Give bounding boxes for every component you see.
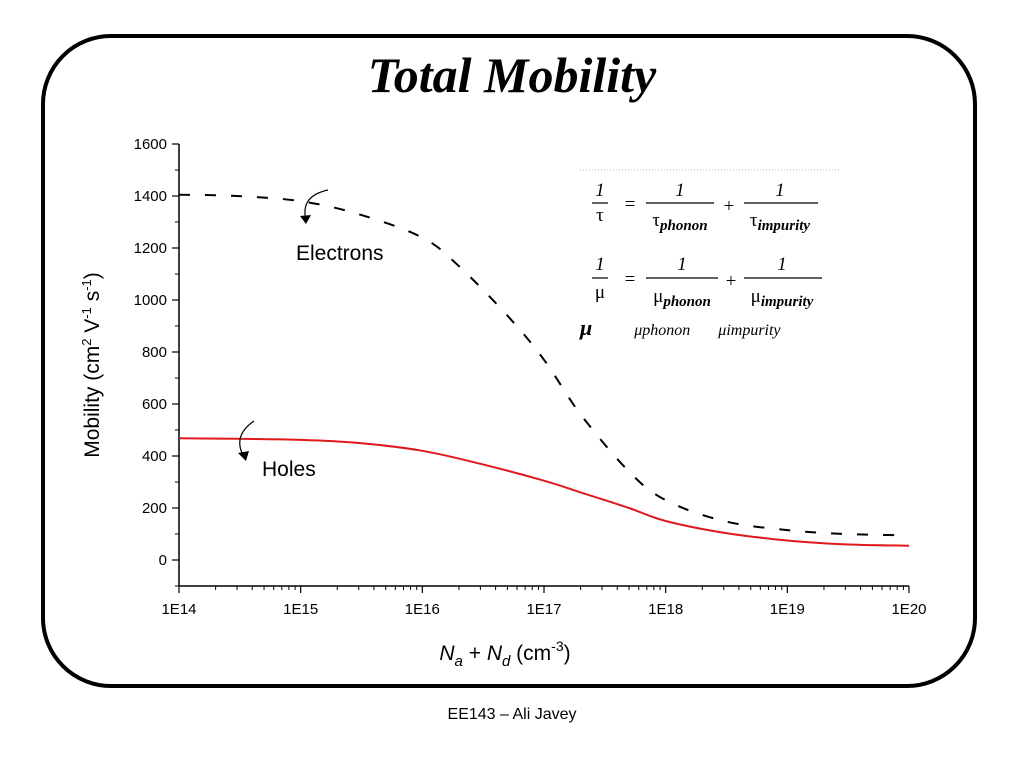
holes-arrowhead: [238, 451, 249, 461]
x-tick-label: 1E18: [648, 601, 683, 618]
eq2-term2-num: 1: [777, 254, 787, 275]
x-tick-label: 1E19: [770, 601, 805, 618]
eq1-term1-num: 1: [675, 180, 685, 201]
eq1-term1-den: τphonon: [652, 210, 707, 234]
y-tick-label: 200: [142, 500, 167, 517]
x-tick-label: 1E15: [283, 601, 318, 618]
y-axis-title: Mobility (cm2 V-1 s-1): [79, 272, 104, 458]
eq2-plus: +: [726, 271, 737, 292]
x-tick-label: 1E14: [161, 601, 196, 618]
y-tick-label: 1600: [134, 136, 167, 153]
eq2-term2-den: μimpurity: [751, 286, 814, 310]
y-tick-label: 1400: [134, 188, 167, 205]
series-line-electrons: [178, 193, 910, 537]
mobility-equations: 1 τ = 1 τphonon + 1 τimpurity 1 μ = 1 μp…: [579, 169, 840, 340]
y-tick-label: 0: [159, 552, 167, 569]
y-tick-label: 600: [142, 396, 167, 413]
equation-backdrop: [580, 170, 840, 315]
eq2-lhs-den: μ: [595, 282, 605, 303]
y-ticks: 0 200 400 600 800 1000 1200 1400 1600: [134, 136, 179, 587]
y-tick-label: 400: [142, 448, 167, 465]
series-line-holes: [178, 437, 910, 547]
slide-frame: [41, 34, 977, 688]
eq1-lhs-den: τ: [596, 205, 604, 226]
eq2-lhs-num: 1: [595, 254, 605, 275]
y-tick-label: 1200: [134, 240, 167, 257]
series-group: [178, 193, 910, 547]
y-tick-label: 800: [142, 344, 167, 361]
electrons-arrowhead: [300, 215, 311, 224]
eq2-equals: =: [625, 269, 636, 290]
eq1-term2-num: 1: [775, 180, 785, 201]
eq1-plus: +: [724, 196, 735, 217]
y-tick-label: 1000: [134, 292, 167, 309]
eq2-term1-num: 1: [677, 254, 687, 275]
x-ticks: 1E14 1E15 1E16 1E17 1E18 1E19 1E20: [161, 586, 927, 618]
eq1-lhs-num: 1: [595, 180, 605, 201]
slide-title: Total Mobility: [367, 47, 657, 103]
x-tick-label: 1E16: [405, 601, 440, 618]
electrons-label: Electrons: [296, 242, 384, 265]
x-tick-label: 1E20: [891, 601, 926, 618]
slide-footer: EE143 – Ali Javey: [447, 706, 577, 723]
eq1-equals: =: [625, 194, 636, 215]
eq-ghost-line: μ μphonon μimpurity: [579, 315, 781, 340]
x-axis-title: Na + Nd (cm-3): [439, 638, 570, 670]
x-tick-label: 1E17: [526, 601, 561, 618]
holes-label: Holes: [262, 458, 316, 481]
eq2-term1-den: μphonon: [653, 286, 711, 310]
eq1-term2-den: τimpurity: [750, 210, 810, 234]
